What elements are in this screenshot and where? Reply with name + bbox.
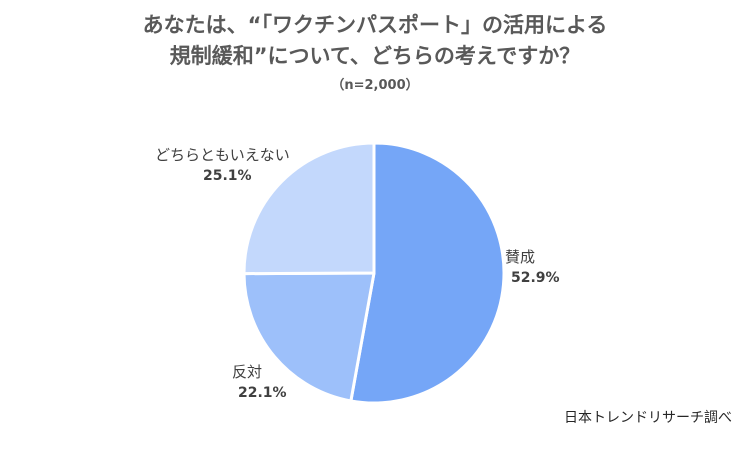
chart-title-line1: あなたは、“「ワクチンパスポート」の活用による bbox=[142, 13, 608, 37]
slice-value-label: 52.9% bbox=[511, 270, 560, 286]
source-credit: 日本トレンドリサーチ調べ bbox=[564, 410, 732, 426]
slice-value-label: 22.1% bbox=[238, 385, 287, 401]
pie-slice bbox=[242, 141, 376, 276]
pie-slice bbox=[349, 141, 506, 405]
pie-slices bbox=[242, 141, 506, 405]
pie-labels: 賛成 52.9% 反対 22.1% どちらともいえない 25.1% bbox=[155, 146, 560, 401]
chart-title-line2: 規制緩和”について、どちらの考えですか？ bbox=[169, 44, 581, 68]
slice-label: 賛成 bbox=[505, 248, 535, 266]
slice-label: 反対 bbox=[232, 363, 262, 381]
pie-slice bbox=[242, 271, 376, 403]
chart-subtitle: （n=2,000） bbox=[331, 78, 419, 93]
slice-label: どちらともいえない bbox=[155, 146, 290, 164]
slice-value-label: 25.1% bbox=[203, 168, 252, 184]
chart-title: あなたは、“「ワクチンパスポート」の活用による 規制緩和”について、どちらの考え… bbox=[0, 10, 750, 72]
